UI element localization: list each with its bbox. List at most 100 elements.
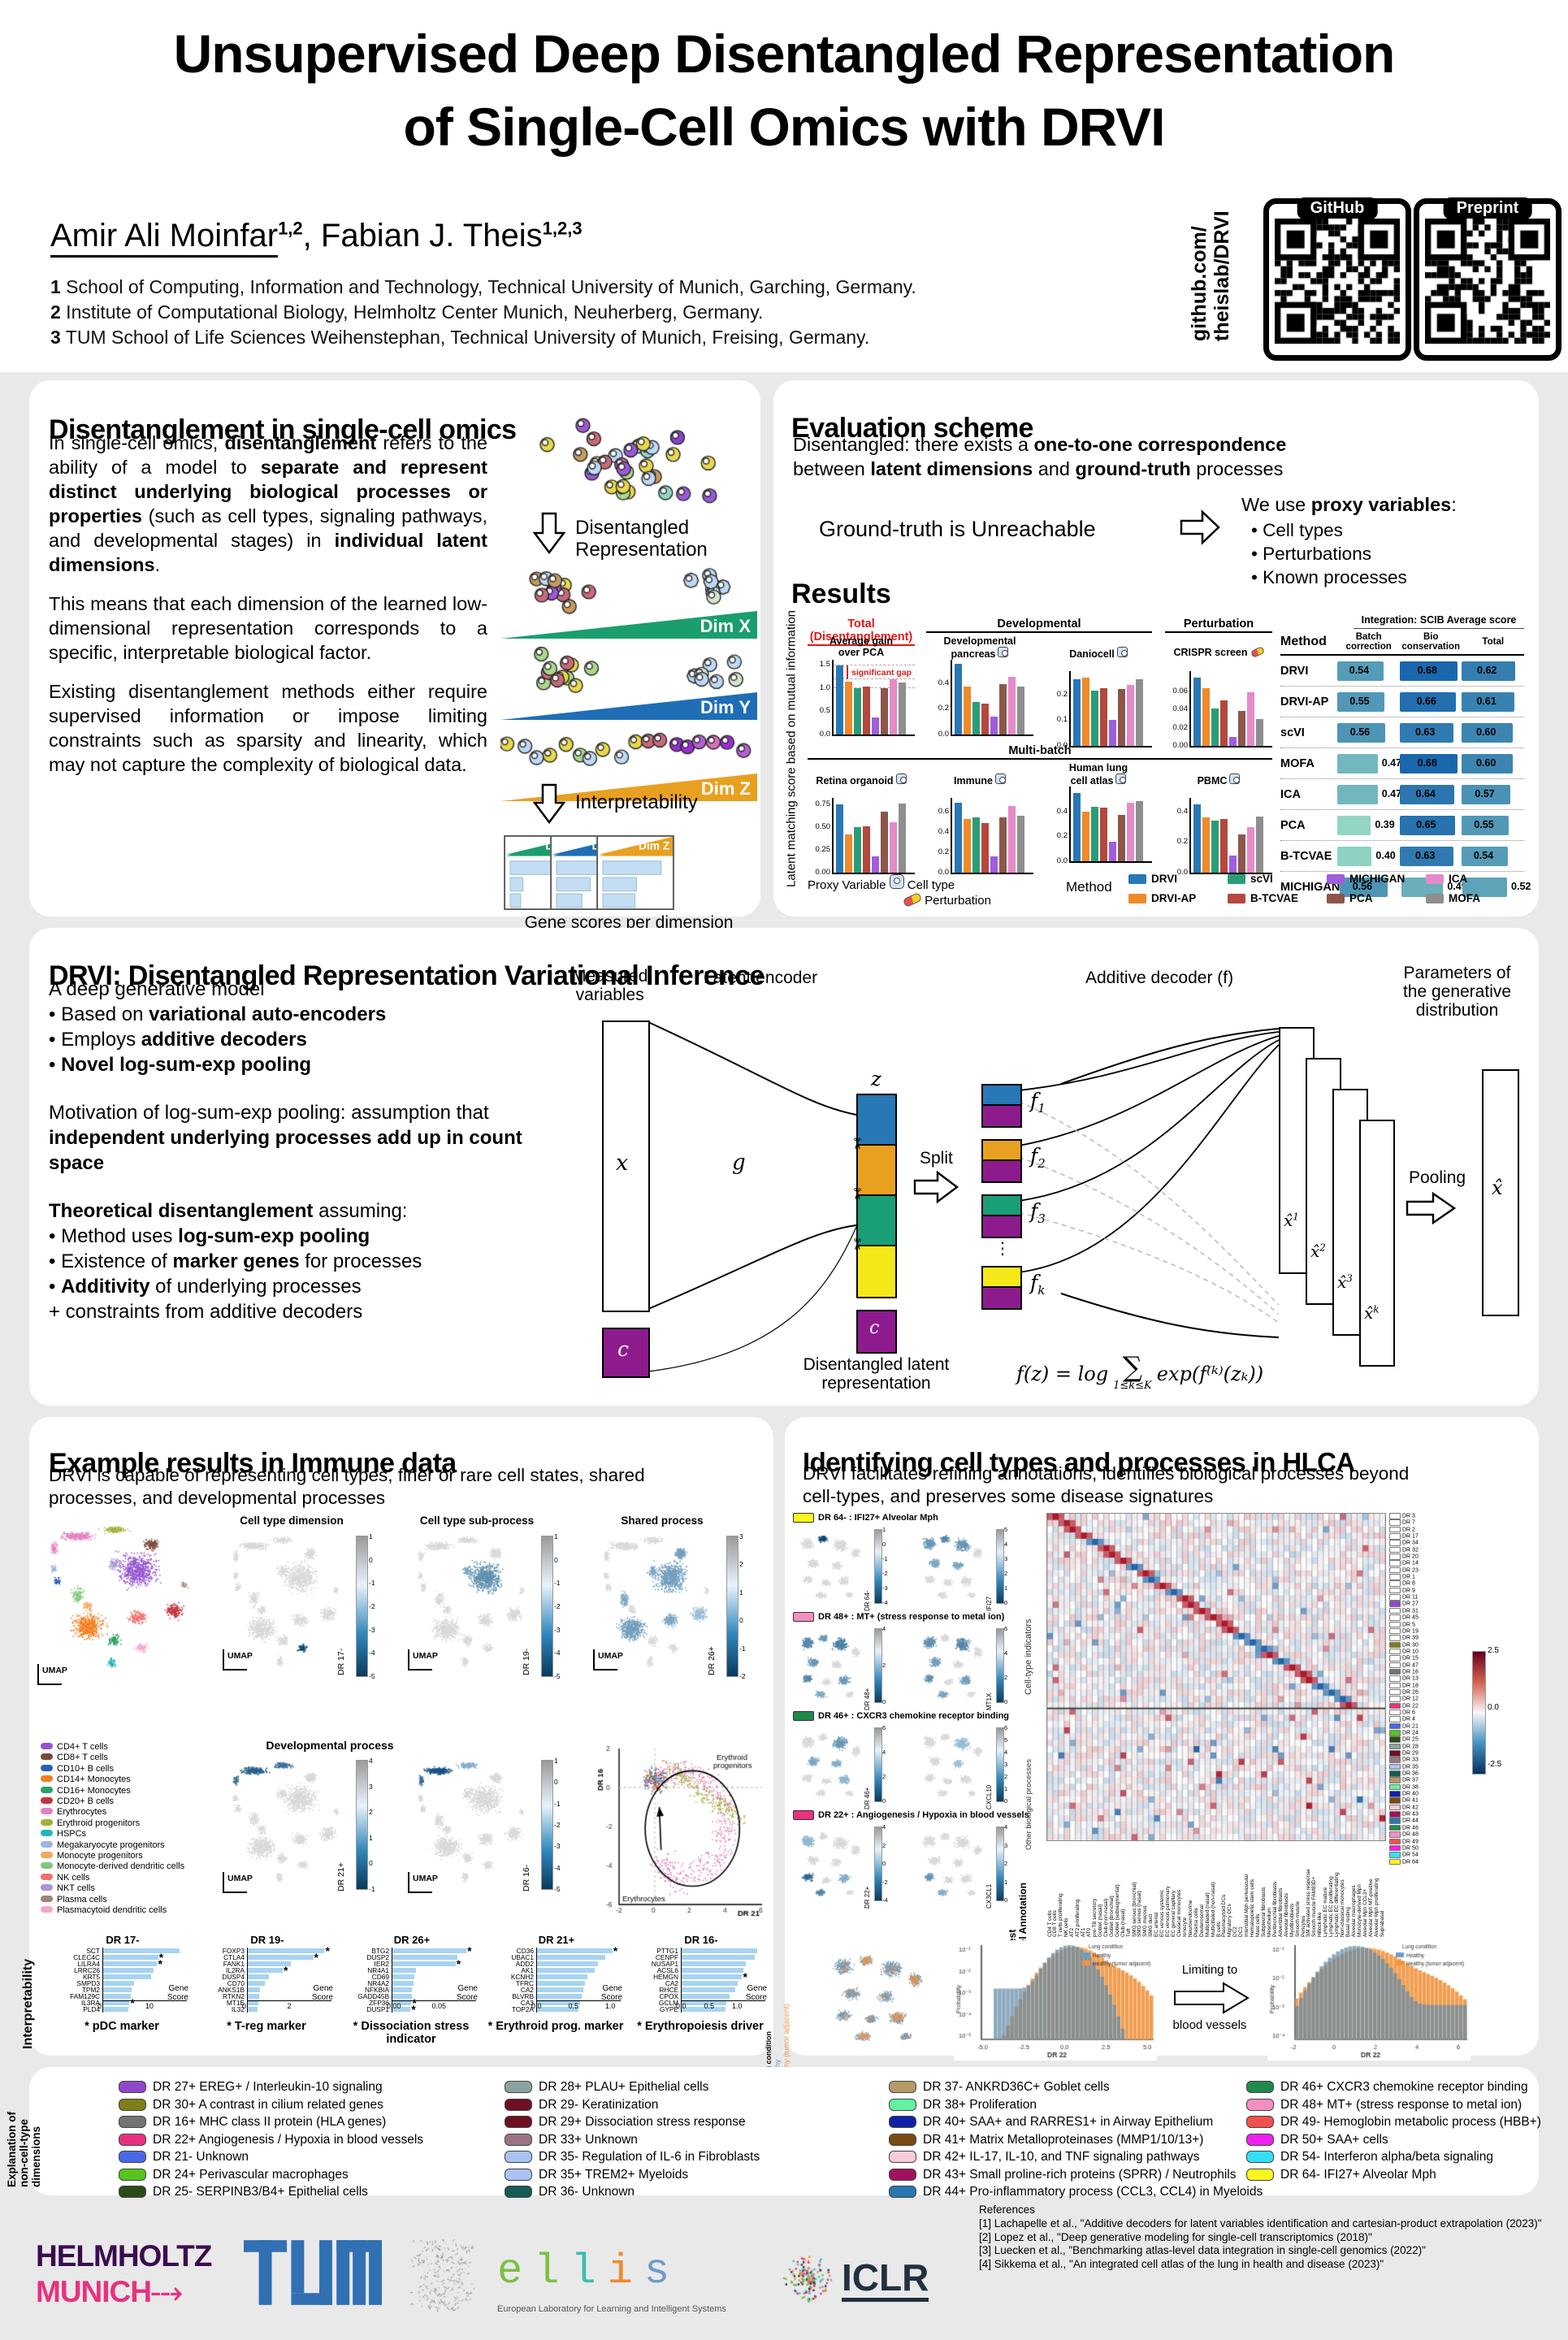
bar-DRVI [955, 803, 962, 873]
method-name: B-TCVAE [1280, 849, 1332, 863]
heatmap-row-DR42: DR 42 [1389, 1804, 1462, 1811]
gene-row: UBAC1 [511, 1954, 622, 1961]
y-tick: 0.1 [1056, 715, 1068, 725]
heatmap-col-label: Monocyte-derived Mph [1356, 1883, 1362, 1937]
colorbar [726, 1536, 739, 1677]
gene-bar [103, 1993, 132, 2000]
gene-label: TPM2 [81, 1986, 100, 1994]
hlca-block-label-1: DR 64- : IFI27+ Alveolar Mph [793, 1513, 938, 1523]
gene-row: CLEC4C * [73, 1952, 188, 1963]
bar-B-TCVAE [1100, 808, 1107, 861]
heatmap-row-DR1: DR 1 [1389, 1574, 1462, 1580]
bars [1193, 804, 1263, 873]
score-value: 0.63 [1415, 726, 1436, 738]
colorbar-tick: 1 [554, 1757, 558, 1765]
dim-cells-left [500, 566, 622, 618]
marker-star-icon: * [158, 1957, 162, 1970]
pair-2-top [981, 1139, 1022, 1163]
axis-label-rot: CXCL10 [985, 1784, 993, 1809]
colorbar-tick: 0 [882, 1698, 886, 1705]
g-label: g [732, 1150, 746, 1175]
chart-title: Human lung cell atlas [1045, 762, 1152, 786]
measured-variables-label: Measured variables [572, 967, 648, 1004]
mini-caption: Gene scores per dimension [524, 913, 734, 932]
pair-2-bottom [981, 1159, 1022, 1183]
colorbar-tick: 0 [1004, 1797, 1008, 1805]
chart-plot: 0.0 0.2 0.4 [1057, 786, 1152, 864]
marker-star-icon: * [613, 1944, 618, 1957]
reference-4: [4] Sikkema et al., "An integrated cell … [979, 2258, 1384, 2271]
qr-preprint-label: Preprint [1443, 197, 1532, 219]
umap-axes-label: UMAP [223, 1872, 253, 1893]
bars [836, 665, 906, 734]
row-swatch [1389, 1641, 1401, 1649]
heatmap-col-label: Goblet (nasal) [1097, 1904, 1103, 1937]
axis-label-rot: CX3CL1 [985, 1883, 993, 1909]
score-value: 0.55 [1474, 818, 1494, 830]
pill-icon [1250, 646, 1265, 658]
dim-swatch [119, 2151, 146, 2164]
row-swatch [1389, 1852, 1401, 1858]
cell-icon [889, 874, 904, 889]
mini-bar [602, 893, 636, 908]
formula-sum: ∑ 1≤k≤K [1113, 1354, 1152, 1392]
bar-MICHIGAN [1229, 736, 1237, 746]
pair-1-top [981, 1084, 1022, 1107]
bar-B-TCVAE [1220, 700, 1228, 746]
x-tick: 10 [145, 2002, 154, 2010]
marker-star-icon: * [130, 1996, 135, 2009]
qr-github-code [1275, 219, 1400, 344]
reference-3: [3] Luecken et al., "Benchmarking atlas-… [979, 2244, 1426, 2257]
legend-swatch [41, 1775, 53, 1783]
gene-row: IER2 * [375, 1958, 477, 1970]
heatmap-col-label: Club (non-nasal) [1102, 1898, 1109, 1937]
gene-row: GCLM [659, 2000, 766, 2006]
gene-label: UBAC1 [511, 1953, 534, 1961]
y-tick: 0.4 [1056, 806, 1068, 816]
chart-plot: 0.0 0.5 1.0 1.5 significant gap [820, 660, 915, 738]
drvi-architecture-diagram: Measured variables Latent encoder Additive… [565, 956, 1532, 1401]
colorbar-tick: -1 [739, 1644, 746, 1653]
row-swatch [1389, 1587, 1401, 1594]
heatmap-col-label: Goblet (bronchial) [1108, 1896, 1115, 1937]
bar-scVI [972, 817, 980, 873]
iclr-globe-graphic [780, 2251, 834, 2304]
method-swatch [1327, 874, 1345, 885]
split-label: Split [920, 1149, 953, 1168]
pair-ellipsis: ⋮ [994, 1240, 1011, 1258]
axis-label-rot: MT1X [985, 1692, 993, 1710]
chart-title-line: Retina organoid [808, 774, 915, 786]
poster-title-line2: of Single-Cell Omics with DRVI [403, 97, 1166, 157]
colorbar-tick: 1 [1004, 1878, 1008, 1886]
gene-chart-DR16-: DR 16- PTTG1 CENPF NUSAP1 ACSL6 HEMGN * CA2 RHCE… [630, 1934, 772, 2013]
score-box [1462, 661, 1515, 681]
github-url-text: github.com/ theislab/DRVI [1188, 210, 1233, 341]
header: Unsupervised Deep Disentangled Represent… [0, 0, 1568, 372]
x-tick: 0.0 [531, 2002, 542, 2010]
dr-label: DR 26+ [707, 1646, 717, 1675]
drvi-theory-1: • Method uses log-sum-exp pooling [49, 1225, 370, 1247]
y-tick: 0.2 [1056, 831, 1068, 841]
legend-swatch [41, 1852, 53, 1859]
gene-row: BLVRB [512, 1993, 622, 2000]
score-cell: 0.47 [1337, 753, 1401, 774]
colorbar-tick: 0 [1004, 1896, 1008, 1904]
cell-icon [994, 774, 1006, 784]
tum-logo [244, 2240, 382, 2305]
score-cell: 0.55 [1462, 815, 1524, 835]
gene-bar [682, 1980, 738, 1987]
heatmap-row-DR23: DR 23 [1389, 1566, 1462, 1574]
gene-bar [103, 1948, 180, 1954]
dim-swatch [889, 2168, 916, 2181]
colorbar-tick: 1 [554, 1532, 558, 1540]
score-cell: 0.60 [1462, 753, 1524, 774]
gene-row: ACSL6 [657, 1967, 766, 1974]
histogram-dr22-all [954, 1940, 1157, 2060]
dim-swatch [1246, 2081, 1274, 2094]
bar-MICHIGAN [990, 856, 998, 873]
chart-plot: 0.00 0.25 0.50 0.75 [816, 798, 915, 876]
gene-label: KRT5 [82, 1973, 100, 1981]
legend-item-7: Erythrocytes [41, 1807, 184, 1818]
section-title: Example results in Immune data [49, 1448, 457, 1480]
colorbar-tick: -2 [882, 1878, 888, 1886]
